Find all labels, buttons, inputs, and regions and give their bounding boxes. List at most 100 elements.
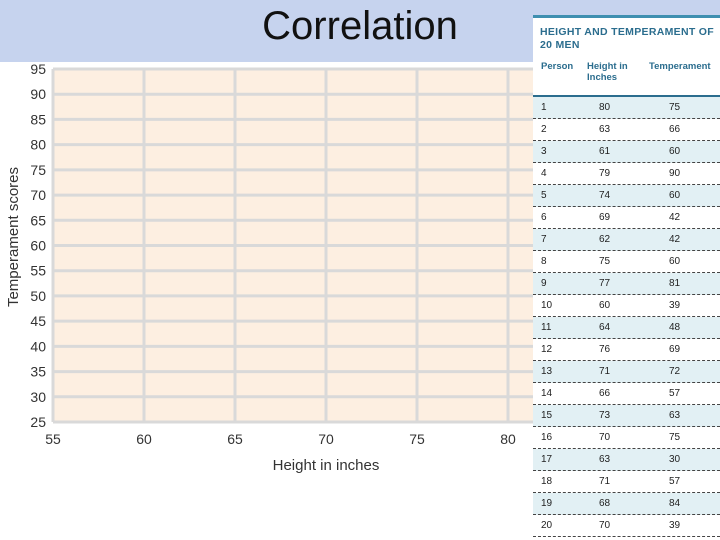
table-row: 9 77 81 [533,273,720,295]
y-tick-label: 60 [30,238,46,254]
cell-height: 70 [599,520,611,531]
data-table: HEIGHT AND TEMPERAMENT OF 20 MEN Person … [533,15,720,537]
cell-height: 73 [599,410,611,421]
y-tick-label: 35 [30,364,46,380]
header-temperament: Temperament [649,61,711,72]
y-tick-label: 80 [30,137,46,153]
y-tick-label: 45 [30,313,46,329]
table-row: 3 61 60 [533,141,720,163]
cell-temperament: 60 [669,146,681,157]
slide-title-text: Correlation [262,4,458,48]
x-tick-label: 65 [227,431,243,447]
slide-title: Correlation [0,4,720,49]
y-axis-label: Temperament scores [5,167,22,307]
cell-temperament: 69 [669,344,681,355]
cell-person: 19 [541,498,553,509]
cell-height: 71 [599,366,611,377]
cell-person: 8 [541,256,547,267]
cell-temperament: 84 [669,498,681,509]
header-height: Height in Inches [587,61,628,83]
table-row: 11 64 48 [533,317,720,339]
cell-height: 70 [599,432,611,443]
table-row: 4 79 90 [533,163,720,185]
cell-person: 2 [541,124,547,135]
table-row: 7 62 42 [533,229,720,251]
cell-height: 64 [599,322,611,333]
cell-height: 68 [599,498,611,509]
cell-height: 75 [599,256,611,267]
x-tick-label: 75 [409,431,425,447]
cell-person: 20 [541,520,553,531]
cell-person: 6 [541,212,547,223]
cell-height: 69 [599,212,611,223]
y-tick-label: 75 [30,162,46,178]
cell-temperament: 42 [669,234,681,245]
cell-height: 77 [599,278,611,289]
table-row: 20 70 39 [533,515,720,537]
y-tick-label: 55 [30,263,46,279]
cell-person: 5 [541,190,547,201]
cell-temperament: 75 [669,102,681,113]
table-body: 1 80 75 2 63 66 3 61 60 4 79 90 5 74 60 6 69 42 7 62 42 8 75 60… [533,97,720,537]
cell-temperament: 57 [669,476,681,487]
y-tick-label: 65 [30,212,46,228]
y-tick-label: 85 [30,111,46,127]
cell-temperament: 39 [669,520,681,531]
table-row: 1 80 75 [533,97,720,119]
cell-person: 16 [541,432,553,443]
table-row: 6 69 42 [533,207,720,229]
cell-person: 3 [541,146,547,157]
cell-person: 11 [541,322,552,333]
cell-temperament: 90 [669,168,681,179]
x-tick-label: 60 [136,431,152,447]
cell-person: 9 [541,278,547,289]
cell-temperament: 81 [669,278,681,289]
cell-person: 14 [541,388,553,399]
x-tick-label: 55 [45,431,61,447]
cell-person: 7 [541,234,547,245]
cell-height: 60 [599,300,611,311]
scatter-chart: 25 30 35 40 45 50 55 60 65 70 75 80 85 90 95 55 60 65 70 75… [0,61,536,478]
table-row: 12 76 69 [533,339,720,361]
cell-person: 17 [541,454,553,465]
cell-person: 18 [541,476,553,487]
table-row: 18 71 57 [533,471,720,493]
cell-height: 63 [599,454,611,465]
y-tick-label: 95 [30,62,46,77]
cell-height: 61 [599,146,611,157]
y-tick-label: 50 [30,288,46,304]
table-row: 16 70 75 [533,427,720,449]
cell-height: 62 [599,234,611,245]
y-tick-label: 30 [30,389,46,405]
x-tick-label: 80 [500,431,516,447]
cell-height: 74 [599,190,611,201]
cell-temperament: 30 [669,454,681,465]
cell-temperament: 57 [669,388,681,399]
table-row: 5 74 60 [533,185,720,207]
cell-person: 10 [541,300,553,311]
table-row: 15 73 63 [533,405,720,427]
table-row: 8 75 60 [533,251,720,273]
y-tick-label: 90 [30,86,46,102]
table-row: 10 60 39 [533,295,720,317]
cell-temperament: 66 [669,124,681,135]
y-tick-label: 40 [30,338,46,354]
cell-temperament: 60 [669,190,681,201]
table-row: 17 63 30 [533,449,720,471]
cell-temperament: 72 [669,366,681,377]
cell-temperament: 63 [669,410,681,421]
cell-height: 80 [599,102,611,113]
cell-person: 15 [541,410,553,421]
table-row: 13 71 72 [533,361,720,383]
table-row: 2 63 66 [533,119,720,141]
table-title-line1: HEIGHT AND TEMPERAMENT OF [540,26,714,38]
cell-height: 76 [599,344,611,355]
table-row: 19 68 84 [533,493,720,515]
table-title: HEIGHT AND TEMPERAMENT OF 20 MEN [540,26,720,52]
bottom-band [0,478,536,540]
cell-height: 79 [599,168,611,179]
cell-height: 66 [599,388,611,399]
cell-person: 12 [541,344,553,355]
cell-temperament: 39 [669,300,681,311]
x-axis-label: Height in inches [273,457,380,474]
